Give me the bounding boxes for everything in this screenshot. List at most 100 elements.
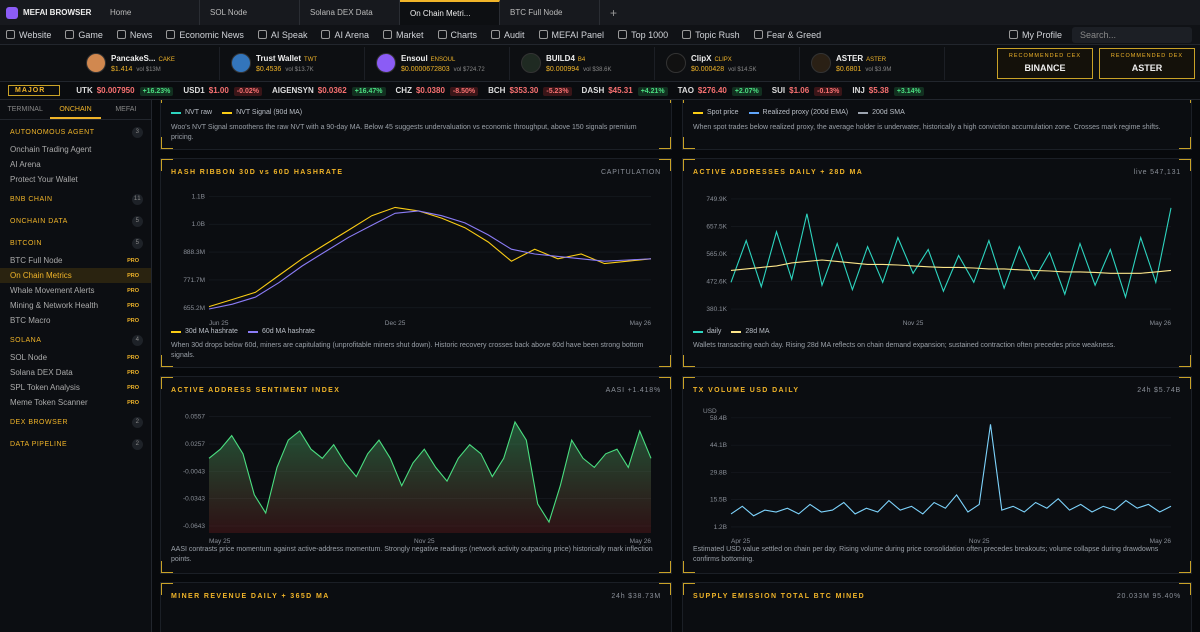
ticker-item: UTK $0.007950 +16.23% — [76, 86, 174, 96]
y-tick-label: 888.3M — [183, 249, 205, 256]
pro-badge: PRO — [127, 302, 139, 309]
legend-swatch — [171, 111, 181, 114]
y-tick-label: 380.1K — [706, 306, 727, 313]
rec-name: BINANCE — [1024, 63, 1066, 73]
token-row: $0.000994 vol $38.6K — [546, 63, 611, 73]
nav-item[interactable]: Market — [383, 30, 424, 40]
menu-label: On Chain Metrics — [10, 271, 72, 280]
sidebar-tab[interactable]: TERMINAL — [7, 106, 43, 113]
panel-tag: live 547,131 — [1133, 169, 1181, 176]
ticker-symbol: TAO — [677, 86, 694, 95]
section-header[interactable]: BNB CHAIN 11 — [0, 189, 151, 209]
token-card[interactable]: ClipX CLIPX $0.000428 vol $14.5K — [660, 46, 800, 80]
profile[interactable]: My Profile — [1009, 30, 1062, 40]
token-row: Trust Wallet TWT — [256, 53, 317, 63]
menu-item[interactable]: SPL Token Analysis PRO — [0, 380, 151, 395]
rec-name: ASTER — [1131, 63, 1163, 73]
nav-item[interactable]: Top 1000 — [618, 30, 668, 40]
token-card[interactable]: Trust Wallet TWT $0.4536 vol $13.7K — [225, 46, 365, 80]
series-line — [208, 206, 652, 308]
menu-item[interactable]: Meme Token Scanner PRO — [0, 395, 151, 410]
section-header[interactable]: SOLANA 4 — [0, 330, 151, 350]
section-count: 5 — [132, 215, 143, 227]
brand: MEFAI BROWSER — [0, 6, 100, 19]
token-card[interactable]: BUILD4 B4 $0.000994 vol $38.6K — [515, 46, 655, 80]
ticker-change: -0.02% — [233, 87, 262, 96]
nav-item[interactable]: Charts — [438, 30, 478, 40]
legend-swatch — [748, 111, 759, 114]
pro-badge: PRO — [127, 287, 139, 294]
tab[interactable]: Home — [100, 0, 200, 25]
menu-item[interactable]: On Chain Metrics PRO — [0, 268, 151, 283]
legend-item: 60d MA hashrate — [247, 328, 315, 335]
nav-item[interactable]: News — [117, 30, 153, 40]
section-name: BITCOIN — [10, 239, 42, 247]
menu-item[interactable]: Onchain Trading Agent — [0, 142, 151, 157]
menu-item[interactable]: Protect Your Wallet — [0, 172, 151, 187]
token-price: $0.000994 — [546, 66, 580, 73]
menu-item[interactable]: Solana DEX Data PRO — [0, 365, 151, 380]
panel-tag: 24h $5.74B — [1137, 387, 1181, 394]
nav-item[interactable]: Economic News — [166, 30, 244, 40]
recommended[interactable]: RECOMMENDED CEX BINANCE — [997, 48, 1093, 79]
panel: ACTIVE ADDRESS SENTIMENT INDEX AASI +1.41… — [160, 376, 672, 574]
nav-item[interactable]: AI Speak — [258, 30, 308, 40]
menu-label: Solana DEX Data — [10, 368, 73, 377]
token-card[interactable]: ASTER ASTER $0.6801 vol $3.9M — [805, 46, 945, 80]
new-tab[interactable]: + — [610, 5, 618, 20]
menu-item[interactable]: BTC Full Node PRO — [0, 253, 151, 268]
nav-item[interactable]: Audit — [491, 30, 525, 40]
menu-item[interactable]: BTC Macro PRO — [0, 313, 151, 328]
panel: NVT raw NVT Signal (90d MA) Woo's NVT Sign… — [160, 100, 672, 150]
section-name: ONCHAIN DATA — [10, 217, 68, 225]
search[interactable]: Search... — [1072, 26, 1192, 43]
ticker-symbol: USD1 — [183, 86, 205, 95]
tab[interactable]: SOL Node — [200, 0, 300, 25]
section-header[interactable]: DATA PIPELINE 2 — [0, 434, 151, 454]
tab[interactable]: BTC Full Node — [500, 0, 600, 25]
recommended[interactable]: RECOMMENDED DEX ASTER — [1099, 48, 1195, 79]
legend-item: NVT Signal (90d MA) — [222, 109, 302, 116]
token-card[interactable]: Ensoul ENSOUL $0.0000672803 vol $724.72 — [370, 46, 510, 80]
nav-item[interactable]: Game — [65, 30, 103, 40]
legend-label: Realized proxy (200d EMA) — [762, 109, 849, 116]
legend-label: 60d MA hashrate — [261, 328, 315, 335]
section-header[interactable]: BITCOIN 5 — [0, 233, 151, 253]
token-info: ASTER ASTER $0.6801 vol $3.9M — [836, 53, 891, 73]
legend-swatch — [171, 330, 181, 333]
nav-item[interactable]: MEFAI Panel — [539, 30, 605, 40]
section-header[interactable]: ONCHAIN DATA 5 — [0, 211, 151, 231]
chart: 1.2B 15.5B 29.8B 44.1B 58.4B Apr 25 Nov 25 May … — [703, 408, 1171, 545]
ticker-group[interactable]: MAJOR — [8, 85, 61, 96]
section-count: 2 — [132, 438, 143, 450]
sidebar-tab[interactable]: MEFAI — [115, 106, 137, 113]
menu-item[interactable]: AI Arena — [0, 157, 151, 172]
token-card[interactable]: PancakeS... CAKE $1.414 vol $13M — [80, 46, 220, 80]
section-header[interactable]: AUTONOMOUS AGENT 3 — [0, 122, 151, 142]
token-vol: vol $724.72 — [453, 67, 485, 73]
ticker-change: +4.21% — [637, 87, 668, 96]
y-tick-label: 29.8B — [710, 469, 727, 476]
section-header[interactable]: DEX BROWSER 2 — [0, 412, 151, 432]
token-vol: vol $13.7K — [285, 67, 314, 73]
nav-item[interactable]: Website — [6, 30, 51, 40]
sidebar-tab[interactable]: ONCHAIN — [50, 100, 101, 119]
token-icon — [376, 53, 396, 73]
tab[interactable]: On Chain Metri... — [400, 0, 500, 25]
nav-item[interactable]: AI Arena — [321, 30, 369, 40]
menu-item[interactable]: Whale Movement Alerts PRO — [0, 283, 151, 298]
nav-item[interactable]: Topic Rush — [682, 30, 740, 40]
nav-item[interactable]: Fear & Greed — [754, 30, 822, 40]
menu-item[interactable]: SOL Node PRO — [0, 350, 151, 365]
pro-badge: PRO — [127, 354, 139, 361]
ticker-change: -8.50% — [449, 87, 479, 96]
y-tick-label: 0.0257 — [185, 441, 205, 448]
logo — [6, 6, 18, 19]
token-price: $1.414 — [111, 66, 133, 73]
token-info: Trust Wallet TWT $0.4536 vol $13.7K — [256, 53, 317, 73]
tab[interactable]: Solana DEX Data — [300, 0, 400, 25]
menu-item[interactable]: Mining & Network Health PRO — [0, 298, 151, 313]
x-tick-label: May 26 — [1150, 320, 1172, 327]
y-tick-label: -0.0343 — [183, 496, 205, 503]
